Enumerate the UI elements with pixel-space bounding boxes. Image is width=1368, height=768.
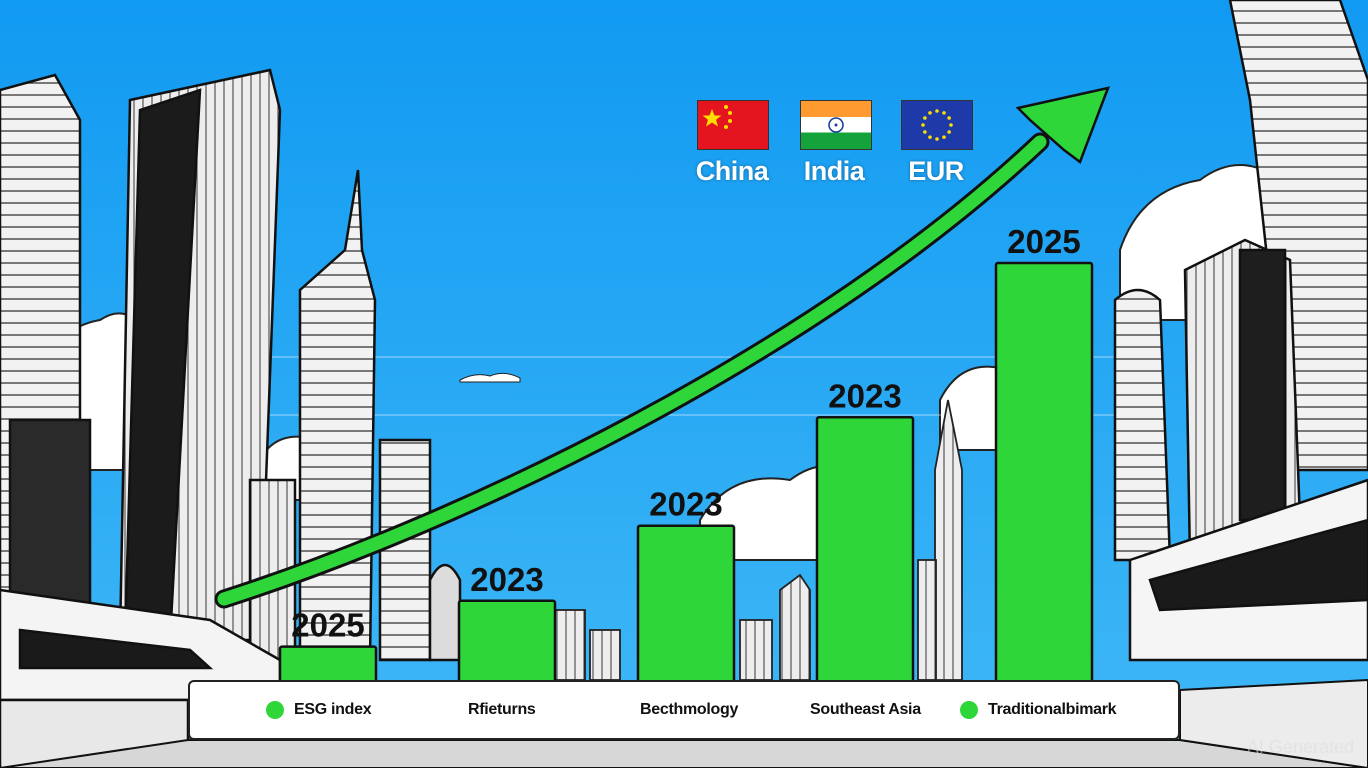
legend-label: Rfieturns	[468, 701, 536, 718]
bar-label-4: 2025	[1007, 223, 1080, 260]
legend-item-esg-index: ESG index	[266, 682, 372, 738]
india-flag-icon	[800, 100, 872, 150]
flag-label-eur: EUR	[908, 156, 964, 186]
legend-label: Southeast Asia	[810, 701, 921, 718]
legend-label: Traditionalbimark	[988, 701, 1117, 718]
legend-item-southeast-asia: Southeast Asia	[810, 682, 921, 738]
eu-flag-icon	[901, 100, 973, 150]
bar-0	[278, 645, 378, 684]
bar-label-0: 2025	[291, 607, 364, 644]
legend: ESG index Rfieturns Becthmology Southeas…	[188, 680, 1180, 740]
legend-label: Becthmology	[640, 701, 739, 718]
china-flag-icon	[697, 100, 769, 150]
flag-label-china: China	[695, 156, 769, 186]
bar-2	[636, 524, 736, 684]
legend-dot-icon	[960, 701, 978, 719]
legend-item-traditional-benchmark: Traditionalbimark	[960, 682, 1117, 738]
legend-item-technology: Becthmology	[640, 682, 738, 738]
legend-label: ESG index	[294, 701, 372, 718]
bar-1	[457, 599, 557, 684]
legend-dot-icon	[266, 701, 284, 719]
legend-item-returns: Rfieturns	[468, 682, 536, 738]
trend-arrow-fill	[217, 135, 1047, 606]
bar-label-2: 2023	[649, 486, 722, 523]
bar-4	[994, 261, 1094, 684]
trend-arrow	[214, 132, 1050, 609]
watermark: AI Generated	[1246, 737, 1354, 757]
bar-3	[815, 416, 915, 684]
flag-label-india: India	[803, 156, 865, 186]
trend-arrow-head	[1015, 86, 1110, 164]
bar-label-3: 2023	[828, 377, 901, 414]
bar-label-1: 2023	[470, 561, 543, 598]
